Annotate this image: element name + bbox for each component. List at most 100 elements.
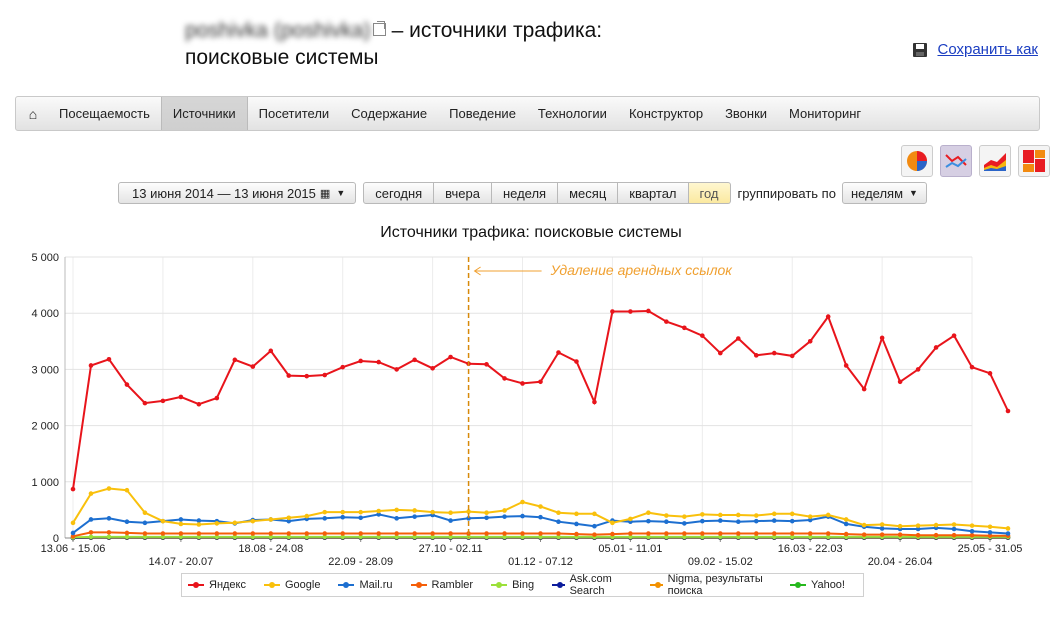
tab-attendance[interactable]: Посещаемость (59, 106, 150, 121)
group-by-label: группировать по (737, 185, 836, 201)
data-point (700, 518, 705, 524)
date-range-picker[interactable]: 13 июня 2014 — 13 июня 2015 ▦ ▼ (118, 182, 357, 204)
data-point (861, 386, 867, 392)
chevron-down-icon: ▼ (336, 188, 346, 198)
data-point (88, 363, 94, 368)
data-point (178, 521, 184, 527)
data-point (286, 373, 292, 378)
data-point (286, 534, 292, 540)
data-point (915, 523, 921, 528)
tab-constructor[interactable]: Конструктор (628, 106, 704, 121)
save-as-link[interactable]: Сохранить как (937, 41, 1038, 58)
data-point (70, 530, 76, 536)
period-yesterday[interactable]: вчера (434, 182, 492, 204)
pie-chart-icon[interactable] (901, 145, 933, 177)
tab-behavior[interactable]: Поведение (449, 106, 516, 121)
data-point (753, 513, 759, 518)
period-year[interactable]: год (688, 182, 731, 204)
data-point (825, 314, 831, 319)
data-point (753, 534, 759, 540)
data-point (610, 309, 615, 314)
tab-monitoring[interactable]: Мониторинг (789, 106, 862, 121)
tile-chart-icon[interactable] (1018, 145, 1050, 177)
data-point (88, 491, 94, 496)
legend-item[interactable]: Mail.ru (338, 579, 393, 591)
data-point (196, 534, 202, 540)
y-tick-label: 2 000 (31, 421, 59, 433)
legend-item[interactable]: Яндекс (188, 579, 246, 591)
legend-marker-icon (410, 582, 427, 588)
legend-item[interactable]: Ask.com Search (552, 573, 632, 597)
data-point (574, 531, 579, 537)
legend-item[interactable]: Google (264, 579, 320, 591)
legend-label: Mail.ru (359, 579, 393, 591)
data-point (807, 339, 813, 344)
data-point (376, 359, 381, 365)
data-point (304, 513, 310, 519)
data-point (376, 508, 381, 514)
area-chart-icon[interactable] (979, 145, 1011, 177)
data-point (771, 511, 777, 517)
data-point (520, 381, 525, 386)
data-point (142, 534, 148, 540)
data-point (592, 532, 597, 537)
data-point (933, 345, 939, 350)
legend-item[interactable]: Rambler (410, 579, 473, 591)
data-point (753, 353, 759, 358)
data-point (700, 531, 705, 536)
tab-technologies[interactable]: Технологии (537, 106, 607, 121)
legend-item[interactable]: Bing (491, 579, 534, 591)
data-point (807, 514, 813, 519)
legend-marker-icon (789, 582, 806, 588)
annotation-text: Удаление арендных ссылок (550, 262, 734, 278)
save-as[interactable]: Сохранить как (913, 41, 1038, 58)
home-icon[interactable]: ⌂ (28, 105, 38, 122)
data-point (682, 521, 687, 526)
data-point (232, 531, 238, 536)
data-point (807, 517, 813, 523)
period-quarter[interactable]: квартал (618, 182, 689, 204)
y-tick-label: 1 000 (31, 477, 59, 489)
chart-title: Источники трафика: поисковые системы (380, 224, 682, 241)
data-point (160, 518, 166, 524)
data-point (628, 531, 633, 536)
tab-sources[interactable]: Источники (160, 97, 248, 130)
data-point (412, 514, 417, 519)
legend-label: Google (285, 579, 321, 591)
data-point (448, 510, 453, 516)
floppy-disk-icon (913, 42, 928, 57)
legend-marker-icon (188, 582, 204, 588)
data-point (789, 511, 795, 517)
period-week[interactable]: неделя (491, 182, 559, 204)
data-point (466, 534, 471, 540)
period-today[interactable]: сегодня (363, 182, 435, 204)
period-month[interactable]: месяц (558, 182, 619, 204)
external-window-icon[interactable] (372, 20, 386, 36)
legend-marker-icon (264, 582, 280, 588)
data-point (718, 512, 723, 518)
data-point (268, 531, 274, 536)
group-by-select[interactable]: неделям ▼ (841, 182, 927, 204)
tab-visitors[interactable]: Посетители (258, 106, 330, 121)
tab-calls[interactable]: Звонки (725, 106, 768, 121)
data-point (358, 515, 363, 521)
legend-item[interactable]: Nigma, результаты поиска (650, 573, 772, 597)
data-point (664, 519, 669, 525)
data-point (843, 363, 849, 368)
data-point (322, 534, 328, 540)
data-point (88, 530, 94, 535)
data-point (951, 526, 957, 532)
data-point (682, 514, 687, 519)
data-point (268, 534, 274, 540)
legend-item[interactable]: Yahoo! (789, 579, 845, 591)
data-point (358, 358, 363, 364)
data-point (520, 534, 525, 540)
tab-content[interactable]: Содержание (351, 106, 428, 121)
data-point (106, 356, 112, 362)
line-chart-icon[interactable] (940, 145, 972, 177)
data-point (214, 395, 220, 401)
data-point (304, 534, 310, 540)
data-point (807, 531, 813, 536)
data-point (897, 523, 903, 529)
data-point (124, 530, 130, 536)
